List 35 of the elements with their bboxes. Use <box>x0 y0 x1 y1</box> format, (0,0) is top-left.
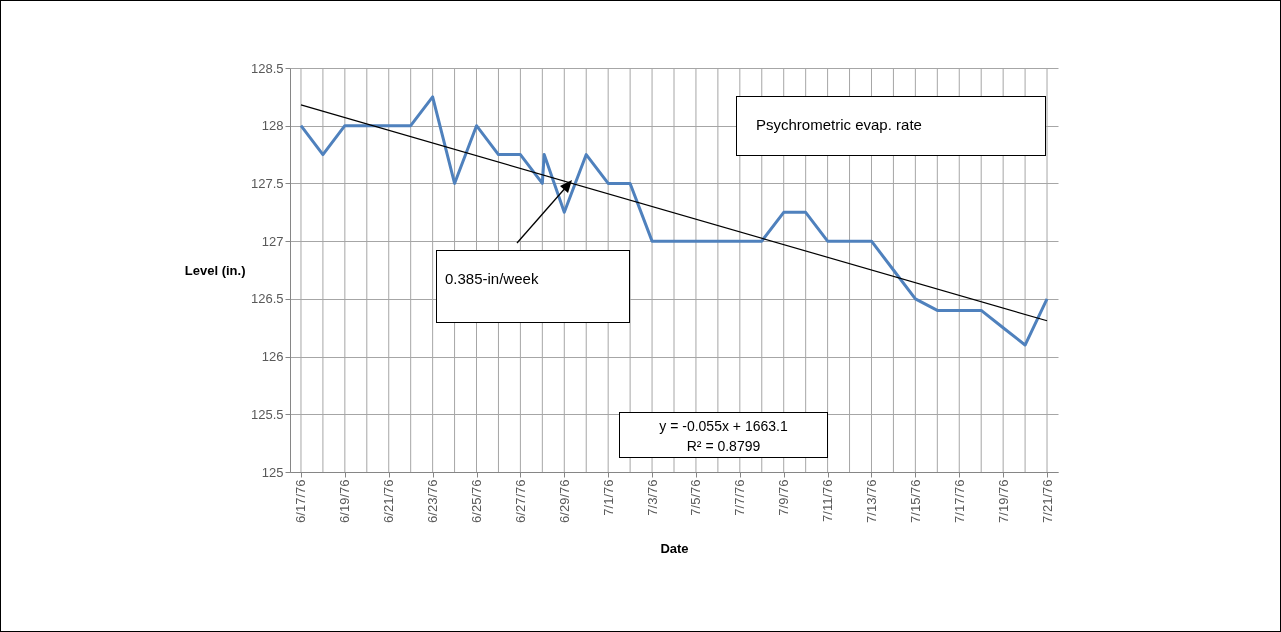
x-tick-label: 6/25/76 <box>469 479 485 523</box>
x-tick-label: 7/19/76 <box>995 479 1011 523</box>
annotation: R² = 0.8799 <box>685 437 762 456</box>
y-axis-title: Level (in.) <box>184 262 246 278</box>
x-tick-label: 6/19/76 <box>337 479 353 523</box>
annotation: Psychrometric evap. rate <box>756 115 923 135</box>
annotation: 0.385-in/week <box>445 269 540 289</box>
x-tick-label: 7/7/76 <box>732 479 748 516</box>
x-tick-label: 7/9/76 <box>776 479 792 516</box>
text-box: y = -0.055x + 1663.1 R² = 0.8799 <box>619 412 828 458</box>
x-tick-label: 6/17/76 <box>293 479 309 523</box>
y-tick-label: 128.5 <box>250 60 284 76</box>
y-tick-label: 127 <box>261 233 284 249</box>
x-tick-label: 6/23/76 <box>425 479 441 523</box>
x-axis-title: Date <box>660 540 689 556</box>
y-tick-label: 126 <box>261 349 284 365</box>
x-tick-label: 7/11/76 <box>820 479 836 522</box>
x-tick-label: 7/21/76 <box>1039 479 1055 523</box>
x-tick-label: 7/1/76 <box>600 479 616 516</box>
x-tick-label: 7/5/76 <box>688 479 704 516</box>
text-box: Psychrometric evap. rate <box>736 96 1046 156</box>
y-tick-label: 125 <box>261 464 284 480</box>
x-tick-label: 7/15/76 <box>907 479 923 523</box>
y-tick-label: 125.5 <box>250 406 284 422</box>
y-tick-label: 126.5 <box>250 291 284 307</box>
x-tick-label: 6/27/76 <box>512 479 528 523</box>
annotation: y = -0.055x + 1663.1 <box>658 417 789 436</box>
x-tick-label: 7/3/76 <box>644 479 660 516</box>
x-tick-label: 7/17/76 <box>951 479 967 523</box>
x-tick-label: 7/13/76 <box>863 479 879 523</box>
y-tick-label: 128 <box>261 118 284 134</box>
x-tick-label: 6/21/76 <box>381 479 397 523</box>
x-tick-label: 6/29/76 <box>556 479 572 523</box>
y-tick-label: 127.5 <box>250 175 284 191</box>
text-box: 0.385-in/week <box>436 250 630 323</box>
